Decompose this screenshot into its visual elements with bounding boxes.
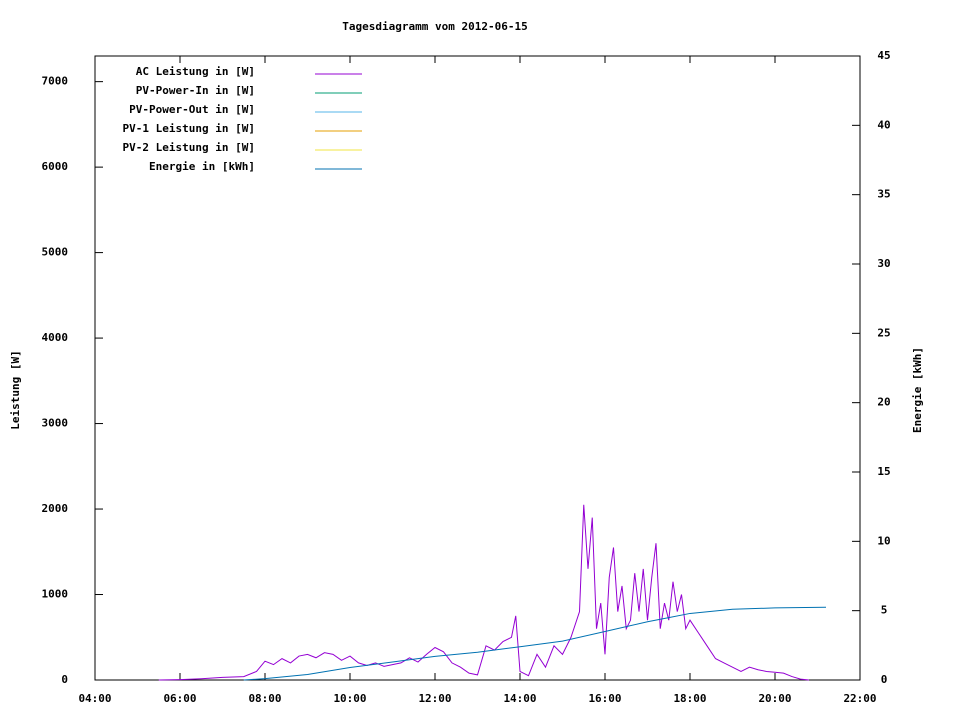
y2-tick-label: 35	[877, 188, 890, 201]
series-line	[243, 606, 827, 681]
y2-tick-label: 25	[877, 326, 890, 339]
legend-label: PV-2 Leistung in [W]	[123, 141, 255, 154]
legend-label: AC Leistung in [W]	[136, 65, 255, 78]
y-axis-label: Leistung [W]	[9, 350, 22, 429]
y-tick-label: 6000	[42, 160, 69, 173]
y2-tick-label: 10	[877, 534, 890, 547]
y-tick-label: 7000	[42, 75, 69, 88]
y-tick-label: 4000	[42, 331, 69, 344]
x-tick-label: 22:00	[843, 692, 876, 705]
x-tick-label: 18:00	[673, 692, 706, 705]
y2-tick-label: 30	[877, 257, 890, 270]
y2-tick-label: 5	[881, 604, 888, 617]
x-tick-label: 06:00	[163, 692, 196, 705]
plot-border	[94, 55, 861, 681]
legend-label: PV-Power-In in [W]	[136, 84, 255, 97]
legend-label: PV-Power-Out in [W]	[129, 103, 255, 116]
legend-label: Energie in [kWh]	[149, 160, 255, 173]
legend-label: PV-1 Leistung in [W]	[123, 122, 255, 135]
y2-tick-label: 0	[881, 673, 888, 686]
y2-axis-label: Energie [kWh]	[911, 347, 924, 433]
x-tick-label: 04:00	[78, 692, 111, 705]
y-tick-label: 0	[61, 673, 68, 686]
series-line	[158, 504, 810, 681]
y-tick-label: 1000	[42, 588, 69, 601]
x-tick-label: 08:00	[248, 692, 281, 705]
y2-tick-label: 15	[877, 465, 890, 478]
y2-tick-label: 45	[877, 49, 890, 62]
x-tick-label: 12:00	[418, 692, 451, 705]
y-tick-label: 2000	[42, 502, 69, 515]
y2-tick-label: 40	[877, 118, 890, 131]
x-tick-label: 16:00	[588, 692, 621, 705]
x-tick-label: 14:00	[503, 692, 536, 705]
y2-tick-label: 20	[877, 396, 890, 409]
x-tick-label: 20:00	[758, 692, 791, 705]
x-tick-label: 10:00	[333, 692, 366, 705]
y-tick-label: 5000	[42, 246, 69, 259]
y-tick-label: 3000	[42, 417, 69, 430]
chart-title: Tagesdiagramm vom 2012-06-15	[342, 20, 527, 33]
